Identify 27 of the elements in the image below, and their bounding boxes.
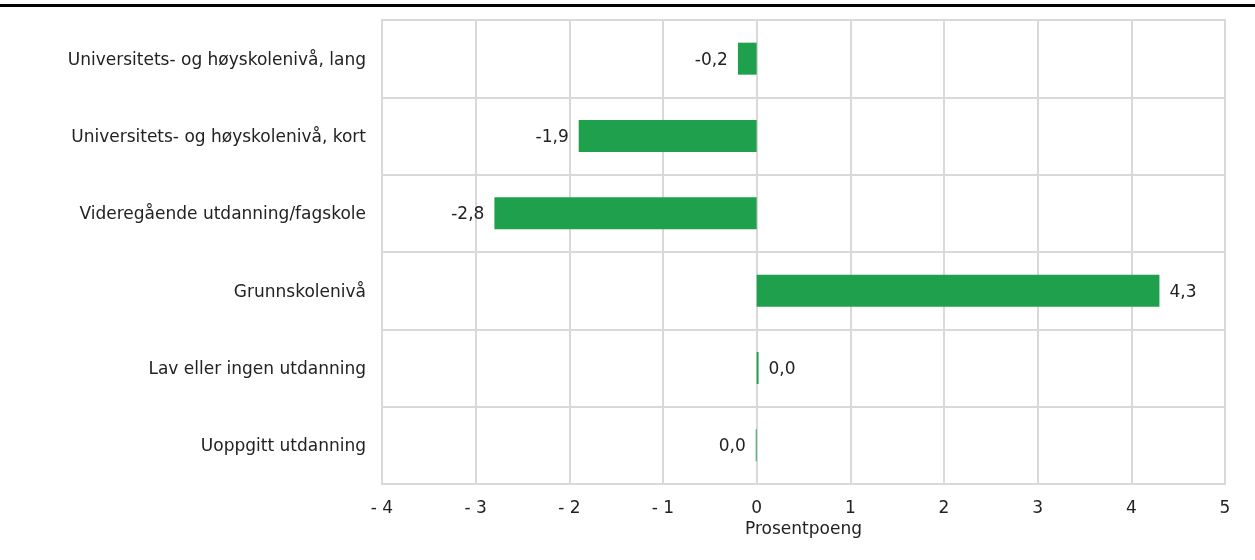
y-tick-label: Universitets- og høyskolenivå, kort [71, 126, 367, 146]
data-label: -0,2 [694, 48, 728, 69]
data-label: -2,8 [451, 203, 485, 224]
data-label: 0,0 [768, 358, 796, 378]
y-tick-label: Uoppgitt utdanning [200, 435, 366, 456]
x-tick-label: 4 [1125, 496, 1137, 517]
x-tick-label: - 1 [651, 496, 675, 517]
y-tick-label: Universitets- og høyskolenivå, lang [67, 48, 366, 69]
data-label: -1,9 [535, 126, 569, 146]
data-label: 4,3 [1169, 280, 1197, 301]
data-label: 0,0 [718, 435, 746, 456]
x-axis-title: Prosentpoeng [745, 518, 862, 539]
y-tick-label: Videregående utdanning/fagskole [79, 203, 366, 224]
x-tick-label: 2 [938, 496, 950, 517]
bar [494, 197, 757, 230]
bar [737, 42, 757, 75]
x-tick-label: 1 [844, 496, 856, 517]
x-tick-label: 3 [1032, 496, 1044, 517]
bar [578, 120, 757, 152]
bar [756, 274, 1160, 307]
x-tick-label: - 3 [464, 496, 487, 517]
x-tick-label: 0 [751, 496, 763, 517]
x-tick-label: - 2 [558, 496, 581, 517]
x-tick-label: 5 [1219, 496, 1231, 517]
y-tick-label: Grunnskolenivå [233, 280, 366, 301]
y-tick-label: Lav eller ingen utdanning [148, 358, 366, 378]
x-tick-label: - 4 [370, 496, 394, 517]
